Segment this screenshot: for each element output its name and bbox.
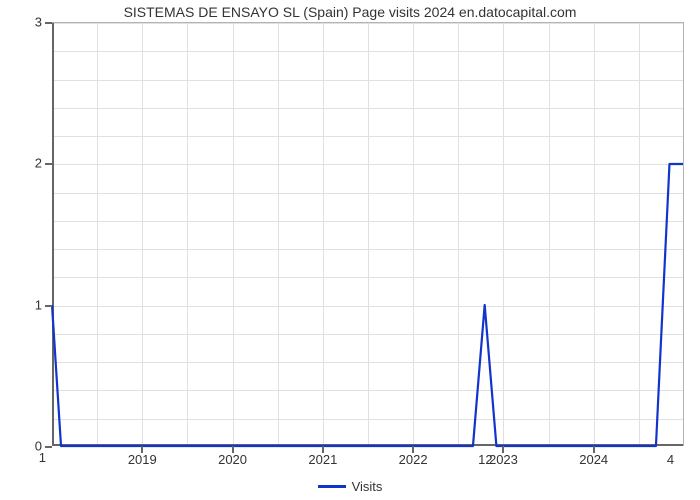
- plot-area: [52, 22, 684, 446]
- chart-title: SISTEMAS DE ENSAYO SL (Spain) Page visit…: [0, 4, 700, 20]
- x-tick-label: 2021: [308, 446, 337, 467]
- y-tick-label: 1: [35, 297, 52, 312]
- y-tick-label: 3: [35, 15, 52, 30]
- point-annotation: 12: [478, 446, 492, 467]
- x-tick-label: 2020: [218, 446, 247, 467]
- x-tick-label: 2023: [489, 446, 518, 467]
- x-tick-label: 2024: [579, 446, 608, 467]
- legend-swatch: [318, 485, 346, 488]
- y-tick-label: 2: [35, 156, 52, 171]
- point-annotation: 4: [667, 446, 674, 467]
- y-tick-label: 0: [35, 439, 52, 454]
- chart-container: SISTEMAS DE ENSAYO SL (Spain) Page visit…: [0, 0, 700, 500]
- line-layer: [52, 23, 683, 446]
- x-tick-label: 2022: [399, 446, 428, 467]
- legend-label: Visits: [352, 479, 383, 494]
- plot-outer: 1 2019202020212022202320240123124: [52, 22, 684, 446]
- legend: Visits: [0, 478, 700, 494]
- x-tick-label: 2019: [128, 446, 157, 467]
- series-line: [52, 164, 683, 446]
